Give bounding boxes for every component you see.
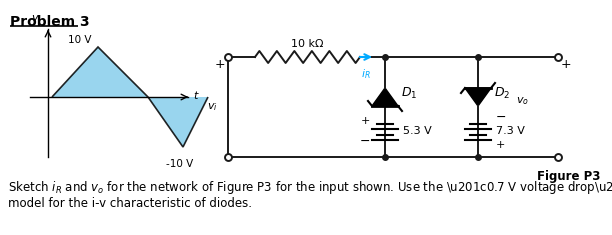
Text: 10 V: 10 V [68, 35, 92, 45]
Text: −: − [360, 135, 370, 148]
Text: Sketch $i_R$ and $v_o$ for the network of Figure P3 for the input shown. Use the: Sketch $i_R$ and $v_o$ for the network o… [8, 179, 612, 196]
Text: $D_1$: $D_1$ [401, 86, 417, 101]
Polygon shape [372, 88, 398, 106]
Text: Figure P3: Figure P3 [537, 170, 600, 183]
Text: +: + [215, 59, 225, 71]
Text: +: + [496, 141, 506, 150]
Text: Problem 3: Problem 3 [10, 15, 89, 29]
Text: $t$: $t$ [193, 89, 200, 101]
Text: $i_R$: $i_R$ [361, 67, 371, 81]
Text: -10 V: -10 V [166, 159, 193, 169]
Text: −: − [496, 111, 507, 124]
Text: $D_2$: $D_2$ [494, 86, 510, 101]
Text: 5.3 V: 5.3 V [403, 126, 431, 137]
Text: +: + [360, 117, 370, 126]
Text: $v_i$: $v_i$ [31, 13, 42, 25]
Text: 10 kΩ: 10 kΩ [291, 39, 324, 49]
Polygon shape [465, 88, 491, 106]
Text: +: + [561, 59, 572, 71]
Text: 7.3 V: 7.3 V [496, 126, 525, 137]
Text: $v_o$: $v_o$ [516, 95, 529, 107]
Text: model for the i-v characteristic of diodes.: model for the i-v characteristic of diod… [8, 197, 252, 210]
Polygon shape [52, 47, 208, 147]
Text: $v_i$: $v_i$ [207, 101, 218, 113]
